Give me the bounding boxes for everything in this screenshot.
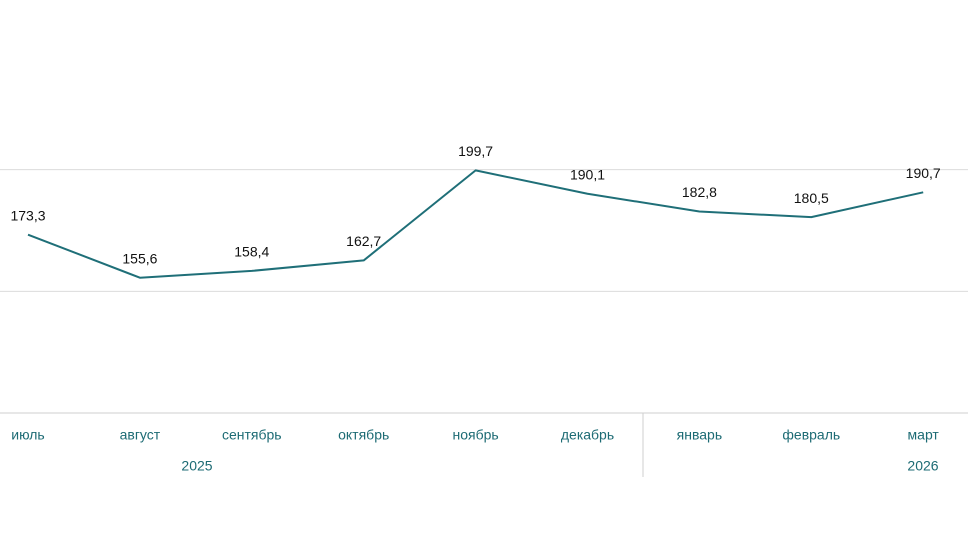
x-tick-label: июль (11, 427, 44, 443)
year-label: 2025 (181, 458, 212, 474)
value-label: 162,7 (346, 233, 381, 249)
value-label: 158,4 (234, 244, 269, 260)
value-label: 182,8 (682, 184, 717, 200)
x-tick-label: октябрь (338, 427, 389, 443)
value-label: 190,1 (570, 166, 605, 182)
line (27, 169, 924, 279)
x-tick-label: январь (677, 427, 722, 443)
x-tick-label: август (120, 427, 161, 443)
x-tick-label: сентябрь (222, 427, 282, 443)
x-tick-label: декабрь (561, 427, 614, 443)
value-label: 199,7 (458, 143, 493, 159)
x-tick-label: ноябрь (452, 427, 498, 443)
value-label: 155,6 (122, 250, 157, 266)
x-tick-label: март (908, 427, 940, 443)
value-label: 173,3 (10, 207, 45, 223)
value-label: 190,7 (906, 165, 941, 181)
x-tick-label: февраль (782, 427, 840, 443)
value-label: 180,5 (794, 190, 829, 206)
year-label: 2026 (907, 458, 938, 474)
